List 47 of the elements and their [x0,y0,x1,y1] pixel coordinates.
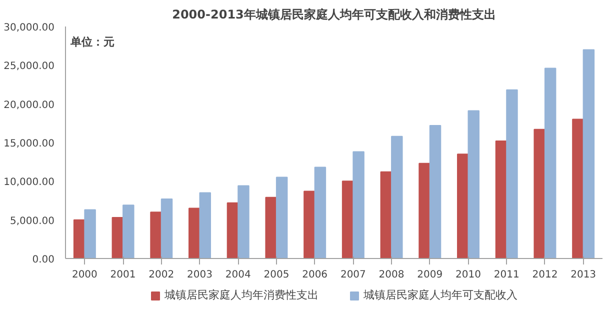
y-tick-label: 0.00 [32,254,54,266]
bar [457,154,469,258]
bar [418,162,430,258]
x-tick-label: 2010 [456,270,481,280]
y-tick-label: 20,000.00 [4,100,55,111]
bar [572,118,584,258]
x-tick-label: 2007 [340,270,366,280]
x-tick-label: 2001 [110,270,136,280]
bar [276,176,288,258]
y-tick-label: 10,000.00 [4,177,55,188]
bar [238,185,250,258]
x-tick-label: 2004 [225,270,251,280]
x-tick-label: 2012 [532,270,558,280]
bar [582,49,595,258]
bar [506,89,518,258]
bar [468,110,480,258]
chart-title: 2000-2013年城镇居民家庭人均年可支配收入和消费性支出 [172,8,496,22]
x-tick-label: 2006 [302,270,328,280]
x-tick-label: 2003 [187,270,212,280]
x-tick-label: 2011 [494,270,520,280]
bar [304,190,316,258]
bar [160,198,173,258]
x-tick-label: 2005 [264,270,290,280]
x-tick-label: 2009 [417,270,443,280]
bar [84,209,96,258]
bar [352,151,364,258]
bar [122,204,134,258]
y-tick-label: 25,000.00 [4,61,55,72]
x-tick-label: 2000 [72,270,98,280]
annotation: 单位：元 [70,36,114,48]
bar [265,196,277,258]
bar [391,136,403,258]
x-tick-label: 2002 [148,270,174,280]
legend-label: 城镇居民家庭人均年消费性支出 [164,288,318,302]
bar [188,208,200,258]
bar [314,166,326,258]
y-tick-label: 15,000.00 [4,138,55,150]
legend-label: 城镇居民家庭人均年可支配收入 [364,288,518,302]
x-tick-label: 2013 [570,270,596,280]
bar [150,212,162,258]
y-tick-label: 5,000.00 [10,216,54,227]
bar [534,128,546,258]
bar [199,192,211,258]
x-tick-label: 2008 [378,270,404,280]
bar [429,124,442,258]
bar [544,68,556,258]
y-tick-label: 30,000.00 [4,22,55,34]
